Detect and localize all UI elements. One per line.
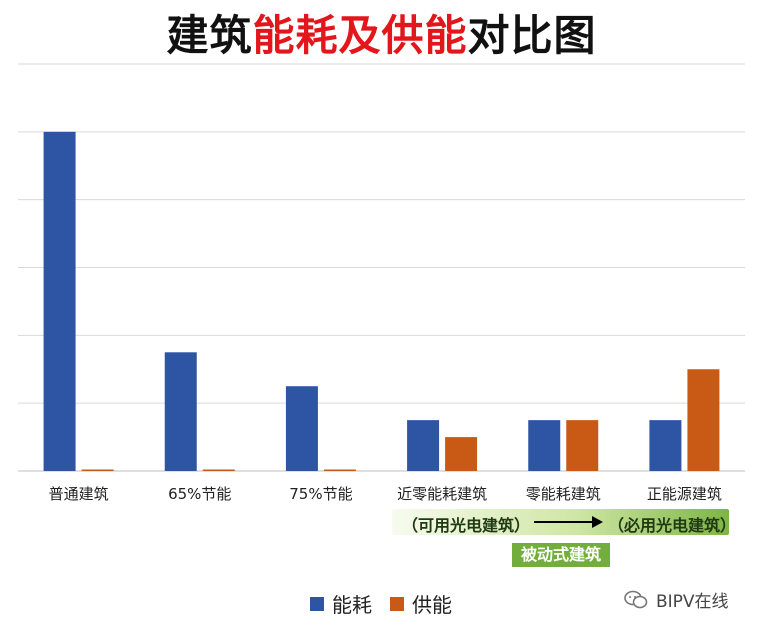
bar-consumption <box>164 352 197 471</box>
x-tick-label: 75%节能 <box>289 485 352 503</box>
bar-consumption <box>528 420 561 471</box>
legend-swatch-supply <box>390 596 404 611</box>
chart-title: 建筑能耗及供能对比图 <box>0 2 763 63</box>
bar-supply <box>323 469 356 471</box>
bar-consumption <box>407 420 440 471</box>
x-tick-label: 正能源建筑 <box>647 485 722 503</box>
arrow-head-icon <box>592 516 603 528</box>
legend-item-supply: 供能 <box>390 589 452 618</box>
legend-item-consumption: 能耗 <box>310 589 372 618</box>
pv-required-label: （必用光电建筑） <box>608 516 737 535</box>
bar-consumption <box>285 386 318 471</box>
legend-label-consumption: 能耗 <box>332 593 372 617</box>
wechat-logo-icon <box>624 590 648 608</box>
pv-optional-label: （可用光电建筑） <box>402 516 531 535</box>
legend-swatch-consumption <box>310 596 324 611</box>
legend-label-supply: 供能 <box>412 593 452 617</box>
watermark-text: BIPV在线 <box>656 592 729 612</box>
bar-supply <box>202 469 235 471</box>
bar-supply <box>566 420 599 471</box>
bar-supply <box>445 437 478 471</box>
x-tick-label: 零能耗建筑 <box>526 485 601 503</box>
arrow-right-icon <box>534 521 594 523</box>
x-tick-label: 近零能耗建筑 <box>397 485 487 503</box>
bar-consumption <box>649 420 682 471</box>
x-tick-label: 65%节能 <box>168 485 231 503</box>
bar-consumption <box>43 131 76 472</box>
bar-supply <box>81 469 114 471</box>
title-part3: 对比图 <box>467 11 597 60</box>
title-part2: 能耗及供能 <box>252 11 468 60</box>
bar-supply <box>687 369 720 471</box>
legend: 能耗 供能 <box>310 589 470 618</box>
x-tick-label: 普通建筑 <box>49 485 109 503</box>
passive-building-badge: 被动式建筑 <box>512 543 610 567</box>
title-part1: 建筑 <box>166 11 253 60</box>
watermark: BIPV在线 <box>624 587 729 612</box>
